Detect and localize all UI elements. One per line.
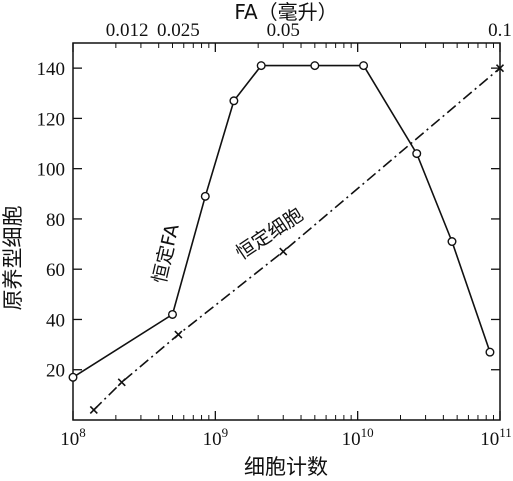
data-point-x (174, 330, 183, 339)
x-marker-stroke (174, 330, 183, 339)
data-point-x (495, 64, 505, 73)
data-point-x (89, 405, 98, 415)
data-point-circle (200, 191, 210, 201)
top-tick-label: 0.1 (488, 20, 512, 41)
x-tick-label: 1010 (342, 425, 374, 450)
top-tick-label: 0.012 (106, 20, 149, 41)
data-point-circle (68, 372, 78, 382)
top-tick-label: 0.05 (267, 20, 300, 41)
x-tick-base: 10 (60, 429, 79, 450)
series-label-constant-cells: 恒定细胞 (232, 204, 307, 265)
series-line-constant-fa (72, 64, 491, 378)
data-point-circle (167, 309, 177, 319)
series-label-constant-fa: 恒定FA (149, 222, 184, 286)
data-point-x (279, 247, 288, 256)
y-tick-label: 100 (37, 160, 66, 181)
data-point-x (117, 378, 126, 387)
data-point-circle (310, 61, 320, 71)
data-point-circle (359, 61, 369, 71)
x-tick-exponent: 11 (499, 425, 512, 440)
y-tick-label: 140 (37, 59, 66, 80)
x-axis-label: 细胞计数 (244, 455, 328, 479)
y-tick-label: 120 (37, 109, 66, 130)
x-marker-stroke (117, 378, 126, 387)
top-axis-label: FA（毫升） (234, 0, 337, 24)
series-lines (72, 64, 501, 411)
plot-frame (72, 42, 501, 421)
x-tick-exponent: 9 (222, 425, 229, 440)
data-point-circle (229, 96, 239, 106)
series-markers (68, 61, 505, 415)
y-tick-label: 40 (46, 310, 65, 331)
data-point-circle (256, 61, 266, 71)
data-point-circle (412, 149, 422, 159)
x-marker-stroke (495, 64, 505, 73)
series-line-constant-cells (93, 67, 501, 411)
x-tick-label: 109 (203, 425, 229, 450)
plot-border (72, 42, 501, 421)
x-marker-stroke (279, 247, 288, 256)
y-axis-label: 原养型细胞 (1, 206, 25, 311)
top-tick-label: 0.025 (157, 20, 200, 41)
x-tick-base: 10 (203, 429, 222, 450)
data-point-circle (447, 237, 457, 247)
x-marker-stroke (89, 405, 98, 415)
data-point-circle (485, 347, 495, 357)
x-tick-base: 10 (480, 429, 499, 450)
x-tick-base: 10 (342, 429, 361, 450)
x-tick-exponent: 8 (79, 425, 86, 440)
y-tick-label: 20 (46, 361, 65, 382)
x-tick-label: 1011 (480, 425, 512, 450)
x-tick-exponent: 10 (361, 425, 374, 440)
x-tick-label: 108 (60, 425, 86, 450)
y-tick-label: 80 (46, 210, 65, 231)
y-tick-label: 60 (46, 260, 65, 281)
